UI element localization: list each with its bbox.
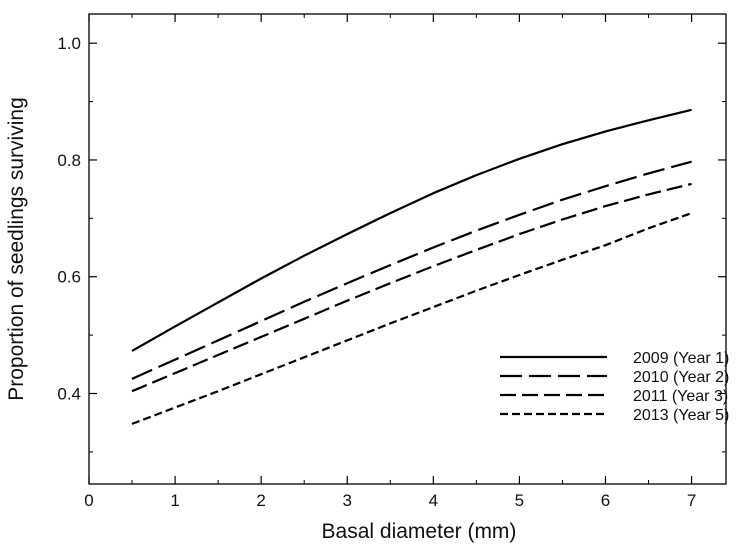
x-axis-title: Basal diameter (mm) xyxy=(322,520,517,543)
x-tick-label: 5 xyxy=(515,491,524,510)
series-line-1 xyxy=(131,108,692,352)
x-tick-label: 7 xyxy=(687,491,696,510)
x-tick-label: 0 xyxy=(84,491,93,510)
legend-label: 2013 (Year 5) xyxy=(633,407,729,424)
legend-label: 2011 (Year 3) xyxy=(633,388,728,405)
y-tick-label: 0.6 xyxy=(57,268,81,287)
axis-ticks: 0 1 2 3 4 5 6 7 0.4 0.6 0.8 1.0 xyxy=(57,14,726,510)
x-tick-label: 4 xyxy=(429,491,438,510)
y-tick-label: 0.8 xyxy=(57,151,81,170)
x-tick-label: 6 xyxy=(601,491,610,510)
series-line-4 xyxy=(131,212,692,425)
y-tick-label: 1.0 xyxy=(57,34,81,53)
x-tick-label: 1 xyxy=(170,491,179,510)
legend-label: 2009 (Year 1) xyxy=(633,350,729,367)
series-line-3 xyxy=(131,182,692,393)
x-tick-label: 2 xyxy=(256,491,265,510)
plot-frame xyxy=(88,13,727,485)
series-line-2 xyxy=(131,160,692,380)
y-tick-label: 0.4 xyxy=(57,385,81,404)
series-lines xyxy=(131,108,692,425)
legend-label: 2010 (Year 2) xyxy=(633,369,729,386)
legend: 2009 (Year 1) 2010 (Year 2) 2011 (Year 3) 2… xyxy=(500,350,729,424)
x-tick-label: 3 xyxy=(343,491,352,510)
y-axis-title: Proportion of seedlings surviving xyxy=(5,97,28,401)
